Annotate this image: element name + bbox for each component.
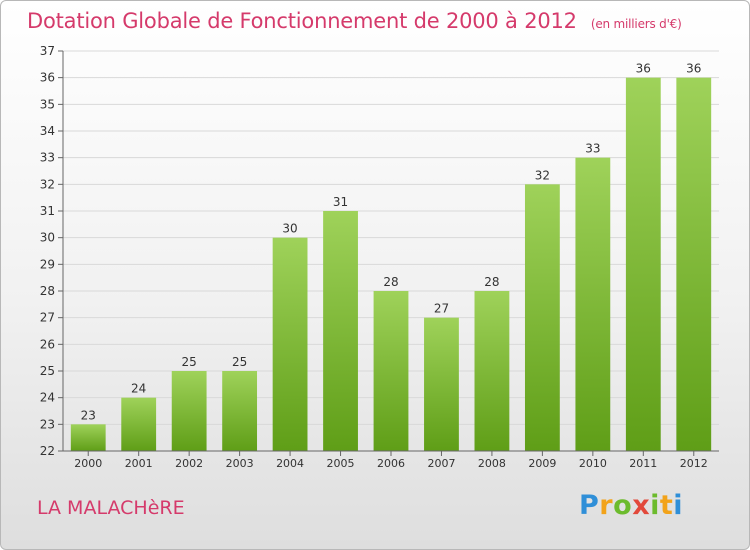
bar-2000 — [70, 424, 106, 451]
x-tick-label-2005: 2005 — [327, 457, 355, 470]
bar-2006 — [373, 291, 409, 451]
data-label-2000: 23 — [81, 408, 96, 422]
bar-2009 — [524, 184, 560, 452]
bar-2004 — [272, 237, 308, 451]
bar-2012 — [676, 77, 712, 452]
data-label-2006: 28 — [383, 275, 398, 289]
x-tick-label-2000: 2000 — [74, 457, 102, 470]
bar-2010 — [575, 157, 611, 451]
data-label-2011: 36 — [636, 62, 651, 76]
data-label-2003: 25 — [232, 355, 247, 369]
y-tick-label: 25 — [40, 364, 55, 378]
x-tick-label-2012: 2012 — [680, 457, 708, 470]
data-label-2009: 32 — [535, 168, 550, 182]
y-tick-label: 34 — [40, 124, 55, 138]
bar-2008 — [474, 291, 510, 451]
data-label-2007: 27 — [434, 302, 449, 316]
bars — [70, 77, 712, 452]
chart-subtitle: (en milliers d'€) — [590, 17, 682, 31]
y-tick-label: 32 — [40, 177, 55, 191]
bar-2011 — [625, 77, 661, 452]
data-label-2010: 33 — [585, 142, 600, 156]
x-tick-label-2010: 2010 — [579, 457, 607, 470]
bar-2003 — [222, 371, 258, 451]
x-tick-label-2001: 2001 — [125, 457, 153, 470]
data-label-2008: 28 — [484, 275, 499, 289]
y-tick-label: 22 — [40, 444, 55, 458]
commune-name: LA MALACHèRE — [37, 497, 185, 519]
x-tick-label-2011: 2011 — [629, 457, 657, 470]
y-tick-label: 27 — [40, 311, 55, 325]
y-tick-label: 29 — [40, 257, 55, 271]
bar-2002 — [171, 371, 207, 451]
data-label-2012: 36 — [686, 62, 701, 76]
data-labels: 23 24 25 25 30 31 28 27 28 32 33 36 36 — [81, 62, 702, 423]
data-label-2001: 24 — [131, 382, 146, 396]
x-tick-label-2009: 2009 — [528, 457, 556, 470]
chart-title-text: Dotation Globale de Fonctionnement de 20… — [27, 9, 577, 33]
data-label-2002: 25 — [182, 355, 197, 369]
y-tick-label: 33 — [40, 151, 55, 165]
data-label-2004: 30 — [282, 222, 297, 236]
x-tick-label-2006: 2006 — [377, 457, 405, 470]
y-tick-label: 24 — [40, 391, 55, 405]
bar-2005 — [323, 211, 358, 451]
y-tick-label: 26 — [40, 337, 55, 351]
y-tick-label: 28 — [40, 284, 55, 298]
bar-2007 — [424, 317, 459, 451]
x-tick-label-2007: 2007 — [427, 457, 455, 470]
x-tick-label-2008: 2008 — [478, 457, 506, 470]
axes: 22 23 24 25 26 27 28 29 30 31 32 33 34 35 36 37 2000 2001… — [40, 44, 719, 470]
y-tick-label: 31 — [40, 204, 55, 218]
y-tick-label: 23 — [40, 417, 55, 431]
x-tick-label-2004: 2004 — [276, 457, 304, 470]
data-label-2005: 31 — [333, 195, 348, 209]
x-tick-label-2003: 2003 — [226, 457, 254, 470]
chart-title: Dotation Globale de Fonctionnement de 20… — [27, 9, 682, 33]
y-tick-label: 35 — [40, 97, 55, 111]
bar-2001 — [121, 397, 157, 451]
proxiti-logo: Proxiti — [579, 490, 684, 521]
y-tick-label: 30 — [40, 231, 55, 245]
y-tick-label: 37 — [40, 44, 55, 58]
x-tick-label-2002: 2002 — [175, 457, 203, 470]
y-tick-label: 36 — [40, 71, 55, 85]
